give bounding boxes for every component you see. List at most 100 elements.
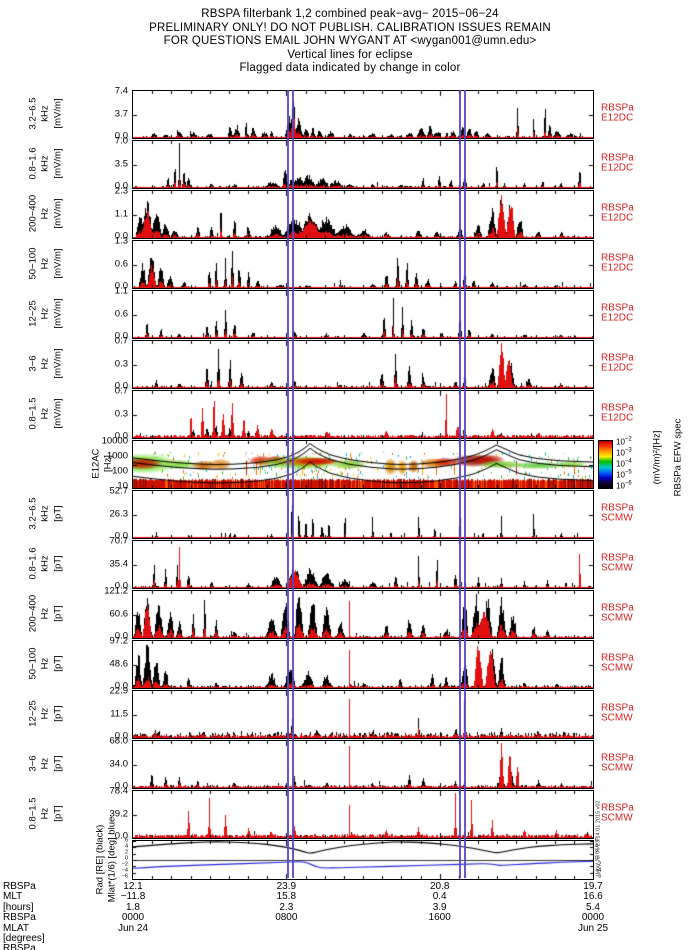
panel-plot-canvas-scmw-3p2-6p5khz [133, 491, 593, 538]
right-source-label-line: SCMW [601, 662, 633, 674]
y-tick-label: 0 [124, 855, 128, 862]
y-tick-label: 52.7 [109, 485, 129, 497]
colorbar-tick: 10−4 [616, 458, 632, 469]
x-axis-tick-line: 0.4 [432, 891, 447, 903]
panel-plot-canvas-e12ac-spectrogram [133, 441, 593, 488]
y-tick-label: 1000 [106, 450, 128, 462]
right-source-label-line: RBSPa [601, 802, 634, 813]
y-tick-label: −6 [121, 873, 128, 880]
y-tick-label: 34.0 [109, 758, 129, 769]
axis-row-label: [degrees] [3, 933, 45, 945]
y-tick-label: 121.2 [104, 585, 128, 597]
x-axis-tick-line: 2.3 [279, 901, 294, 913]
y-tick-label: 0.0 [114, 180, 128, 192]
y-tick-label: 1.1 [114, 208, 128, 219]
panel-scmw-0p8-1p5hz [132, 790, 594, 839]
y-tick-label: −2 [121, 861, 128, 868]
right-source-label-scmw-3-6hz: RBSPa SCMW [601, 752, 634, 774]
y-tick-label: 10000 [101, 435, 128, 447]
y-tick-label: 2 [124, 849, 128, 856]
y-tick-label: 3.7 [114, 108, 128, 119]
panel-scmw-0p8-1p6khz [132, 540, 594, 589]
x-axis-tick-line: 23.9 [276, 881, 297, 892]
right-source-label-line: SCMW [601, 512, 633, 524]
right-source-label-scmw-0p8-1p5hz: RBSPa SCMW [601, 802, 634, 824]
y-tick-label: 35.4 [109, 558, 129, 569]
x-axis-tick-line: 19.7 [583, 881, 603, 892]
y-tick-label: 0.0 [114, 580, 128, 592]
eclipse-line [291, 90, 294, 878]
panel-scmw-3-6hz [132, 740, 594, 789]
panel-e12dc-0p8-1p5hz [132, 390, 594, 439]
right-source-label-e12dc-50-100hz: RBSPa E12DC [601, 252, 634, 274]
y-tick-label: 68.0 [109, 735, 129, 747]
x-axis-tick-line: 1.8 [126, 901, 140, 913]
y-tick-label: 2.3 [114, 185, 128, 197]
y-axis-label-scmw-0p8-1p5hz: [pT] [52, 805, 64, 822]
y-tick-label: 0.0 [114, 730, 128, 742]
x-axis-tick-line: 0000 [121, 912, 145, 924]
right-source-label-line: E12DC [601, 312, 634, 324]
x-axis-tick-line: Jun 25 [577, 922, 609, 934]
right-source-label-line: E12DC [601, 362, 634, 374]
colorbar-source-label: RBSPa EFW spec [672, 418, 684, 497]
right-source-label-scmw-12-25hz: RBSPa SCMW [601, 702, 634, 724]
y-axis-label-ephemeris: Rad [RE] (black) [94, 824, 106, 894]
right-source-label-line: RBSPa [601, 502, 634, 513]
right-source-label-line: RBSPa [601, 352, 634, 363]
y-tick-label: −4 [121, 867, 128, 874]
eclipse-line [458, 90, 461, 878]
y-tick-label: 0.0 [114, 630, 128, 642]
x-axis-tick-line: 12.1 [123, 881, 143, 892]
right-source-label-scmw-3p2-6p5khz: RBSPa SCMW [601, 502, 634, 524]
right-source-label-line: E12DC [601, 162, 634, 174]
y-tick-label: 0.0 [114, 130, 128, 142]
panel-plot-canvas-scmw-12-25hz [133, 691, 593, 738]
y-tick-label: 10 [117, 480, 128, 492]
x-axis-tick-line: 20.8 [429, 881, 450, 892]
axis-row-label: [hours] [3, 901, 34, 913]
panel-scmw-12-25hz [132, 690, 594, 739]
panel-e12dc-200-400hz [132, 190, 594, 239]
right-source-label-line: SCMW [601, 562, 633, 574]
panel-e12dc-0p8-1p6khz [132, 140, 594, 189]
spectrogram-colorbar [598, 440, 613, 489]
panel-scmw-50-100hz [132, 640, 594, 689]
x-axis-tick-line: 3.9 [432, 901, 447, 913]
right-source-label-scmw-50-100hz: RBSPa SCMW [601, 652, 634, 674]
y-tick-label-right: 2 [595, 849, 599, 856]
panel-e12dc-3-6hz [132, 340, 594, 389]
right-source-label-line: RBSPa [601, 402, 634, 413]
panel-plot-canvas-ephemeris [133, 841, 593, 879]
x-axis-tick-column: 12.1 −11.8 1.8 0000 Jun 24 [118, 881, 148, 934]
right-source-label-line: RBSPa [601, 652, 634, 663]
y-tick-label: 0.0 [114, 280, 128, 292]
plot-title: RBSPA filterbank 1,2 combined peak−avg− … [201, 8, 499, 20]
right-source-label-line: RBSPa [601, 552, 634, 563]
y-tick-label: 4 [124, 843, 128, 850]
panel-plot-canvas-scmw-0p8-1p5hz [133, 791, 593, 838]
right-source-label-line: E12DC [601, 212, 634, 224]
panel-scmw-3p2-6p5khz [132, 490, 594, 539]
y-tick-label: 0.0 [114, 330, 128, 342]
y-tick-label: 39.2 [109, 808, 129, 819]
panel-plot-canvas-e12dc-3-6hz [133, 341, 593, 388]
y-tick-label: 0.0 [114, 380, 128, 392]
x-axis-tick-line: 5.4 [586, 901, 600, 913]
right-source-label-line: E12DC [601, 412, 634, 424]
y-tick-label-right: 6 [595, 837, 599, 844]
x-axis-tick-line: 0800 [275, 912, 298, 924]
y-tick-label: 70.7 [109, 535, 129, 547]
y-tick-label: 6 [124, 837, 128, 844]
y-tick-label: 60.6 [109, 608, 129, 619]
right-source-label-line: RBSPa [601, 602, 634, 613]
flagged-note: Flagged data indicated by change in colo… [239, 62, 461, 74]
x-axis-tick-line: 16.6 [583, 891, 603, 903]
version-stamp: Mon Jul 06 23:14:01 2015 v02 [595, 800, 602, 875]
y-tick-label: 78.4 [109, 785, 129, 797]
contact-line: FOR QUESTIONS EMAIL JOHN WYGANT AT <wyga… [163, 35, 537, 47]
right-source-label-e12dc-200-400hz: RBSPa E12DC [601, 202, 634, 224]
y-tick-label: 0.0 [114, 430, 128, 442]
axis-row-label: RBSPa [3, 912, 36, 924]
